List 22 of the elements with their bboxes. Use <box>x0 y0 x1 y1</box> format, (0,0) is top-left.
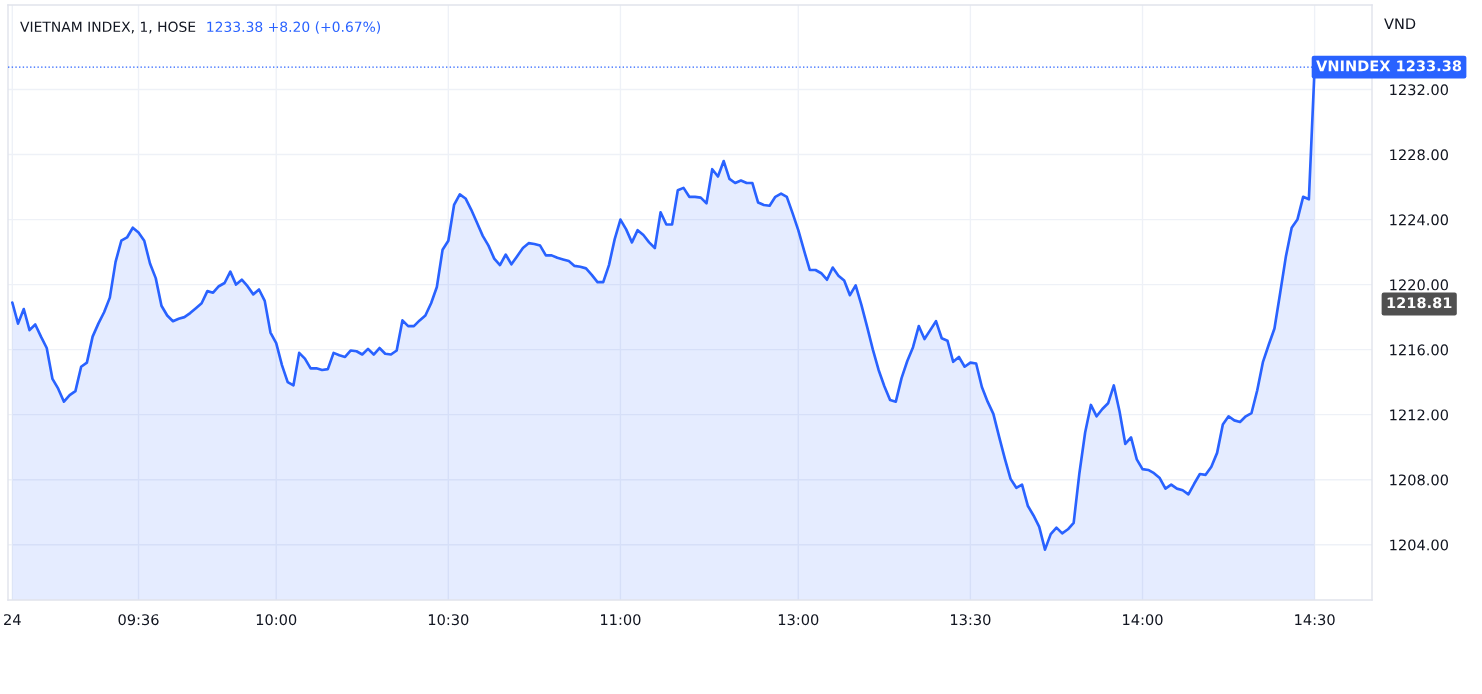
x-tick-label: 10:30 <box>428 614 469 626</box>
text: VIETNAM INDEX, 1, HOSE <box>20 21 196 34</box>
y-tick-label: 1224.00 <box>1390 214 1448 226</box>
y-tick-label: 1204.00 <box>1390 539 1448 551</box>
x-tick-label: 14:00 <box>1123 614 1163 626</box>
x-tick-label: 10:00 <box>256 614 297 626</box>
y-tick-label: 1212.00 <box>1390 409 1448 421</box>
y-tick-label: 1220.00 <box>1390 279 1448 291</box>
y-tick-label: 1228.00 <box>1390 149 1448 161</box>
ref-line-label: VNINDEX 1233.38 <box>1316 60 1462 72</box>
x-tick-label: 24 <box>4 614 21 625</box>
text: 1233.38 +8.20 (+0.67%) <box>207 21 381 34</box>
x-tick-label: 13:30 <box>950 614 991 626</box>
y-tick-label: 1216.00 <box>1390 344 1448 356</box>
x-tick-label: 13:00 <box>778 614 819 626</box>
x-tick-label: 14:30 <box>1295 614 1335 626</box>
y-axis-title: VND <box>1384 18 1416 30</box>
text: 1218.81 <box>1387 297 1452 309</box>
y-tick-label: 1232.00 <box>1390 84 1448 96</box>
x-tick-label: 09:36 <box>118 614 159 626</box>
y-tick-label: 1208.00 <box>1390 474 1448 486</box>
x-tick-label: 11:00 <box>601 614 641 626</box>
